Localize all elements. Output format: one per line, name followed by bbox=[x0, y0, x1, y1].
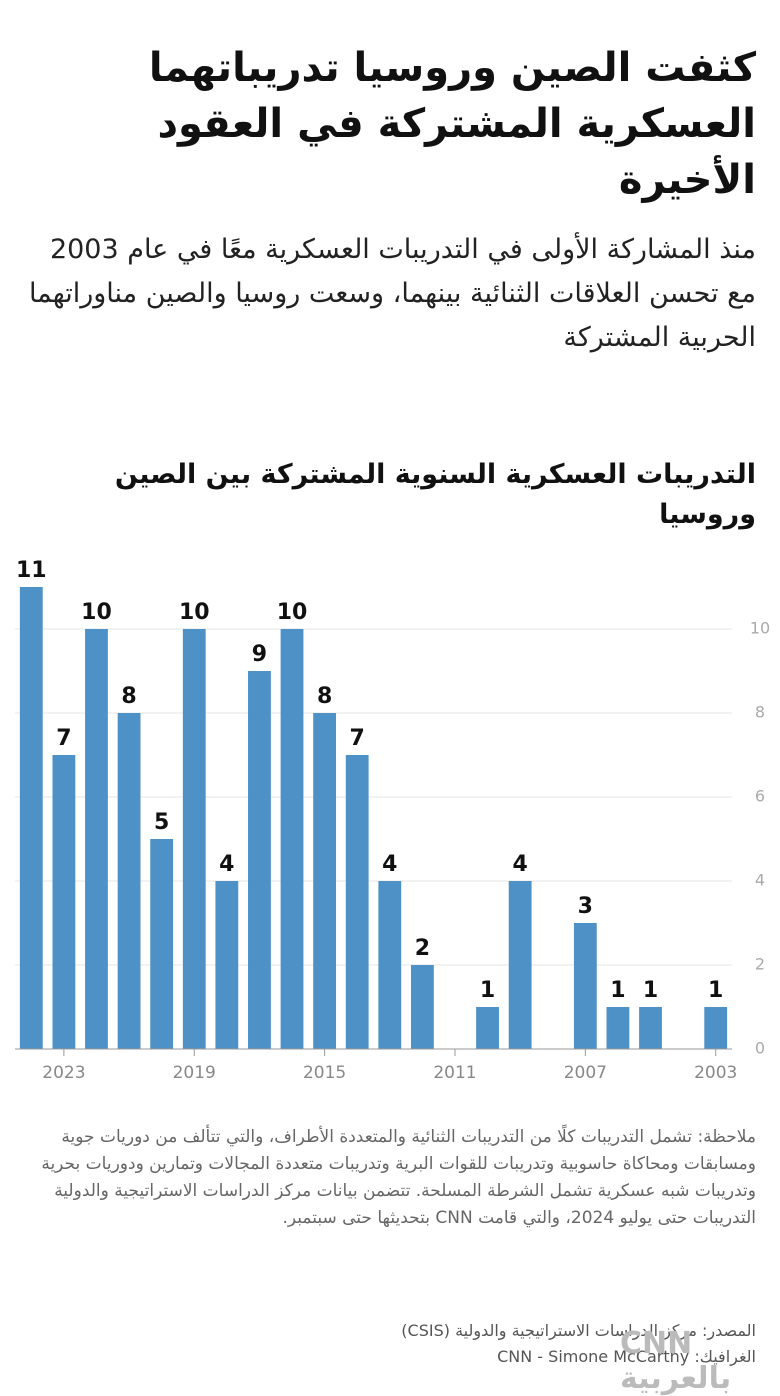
value-label: 7 bbox=[350, 726, 365, 751]
x-tick-label: 2015 bbox=[303, 1063, 346, 1083]
bar bbox=[52, 755, 76, 1049]
bar bbox=[215, 881, 239, 1049]
bar bbox=[639, 1007, 662, 1049]
bar bbox=[508, 881, 532, 1049]
bar bbox=[19, 587, 43, 1049]
bar bbox=[345, 755, 369, 1049]
value-label: 11 bbox=[16, 558, 47, 583]
bar bbox=[573, 923, 597, 1049]
bar bbox=[280, 629, 304, 1049]
chart-title: التدريبات العسكرية السنوية المشتركة بين … bbox=[114, 459, 756, 530]
bar bbox=[150, 839, 174, 1049]
bar bbox=[378, 881, 402, 1049]
value-label: 1 bbox=[610, 978, 625, 1003]
value-label: 4 bbox=[382, 852, 397, 877]
logo: CNN بالعربية bbox=[620, 1326, 732, 1396]
bar bbox=[313, 713, 337, 1049]
value-label: 10 bbox=[81, 600, 112, 625]
credit: الغرافيك: CNN - Simone McCarthy bbox=[497, 1347, 756, 1366]
y-tick-label: 4 bbox=[755, 871, 765, 890]
bar bbox=[248, 671, 271, 1049]
source-block: المصدر: مركز الدراسات الاستراتيجية والدو… bbox=[170, 1318, 756, 1370]
value-label: 3 bbox=[578, 894, 593, 919]
bar bbox=[182, 629, 206, 1049]
value-label: 7 bbox=[56, 726, 71, 751]
subtitle: منذ المشاركة الأولى في التدريبات العسكري… bbox=[28, 234, 756, 353]
value-label: 10 bbox=[179, 600, 210, 625]
value-label: 8 bbox=[121, 684, 136, 709]
value-label: 1 bbox=[708, 978, 723, 1003]
bar bbox=[117, 713, 141, 1049]
bar bbox=[704, 1007, 728, 1049]
value-label: 9 bbox=[252, 642, 267, 667]
value-label: 8 bbox=[317, 684, 332, 709]
bar bbox=[476, 1007, 499, 1049]
value-label: 1 bbox=[643, 978, 658, 1003]
value-label: 5 bbox=[154, 810, 169, 835]
x-tick-label: 2019 bbox=[173, 1063, 216, 1083]
value-label: 1 bbox=[480, 978, 495, 1003]
y-tick-label: 2 bbox=[755, 955, 765, 974]
title: كثفت الصين وروسيا تدريباتهما العسكرية ال… bbox=[148, 45, 756, 203]
y-tick-label: 6 bbox=[755, 787, 765, 806]
bar bbox=[606, 1007, 630, 1049]
x-tick-label: 2007 bbox=[564, 1063, 607, 1083]
source: المصدر: مركز الدراسات الاستراتيجية والدو… bbox=[401, 1321, 756, 1340]
bar bbox=[85, 629, 108, 1049]
y-tick-label: 8 bbox=[755, 703, 765, 722]
value-label: 10 bbox=[277, 600, 308, 625]
value-label: 2 bbox=[415, 936, 430, 961]
x-tick-label: 2003 bbox=[694, 1063, 737, 1083]
y-tick-label: 10 bbox=[750, 619, 770, 638]
bar bbox=[410, 965, 434, 1049]
x-tick-label: 2023 bbox=[42, 1063, 85, 1083]
note: ملاحظة: تشمل التدريبات كلًا من التدريبات… bbox=[41, 1127, 756, 1228]
y-tick-label: 0 bbox=[755, 1039, 765, 1058]
value-label: 4 bbox=[513, 852, 528, 877]
value-label: 4 bbox=[219, 852, 234, 877]
x-tick-label: 2011 bbox=[433, 1063, 476, 1083]
